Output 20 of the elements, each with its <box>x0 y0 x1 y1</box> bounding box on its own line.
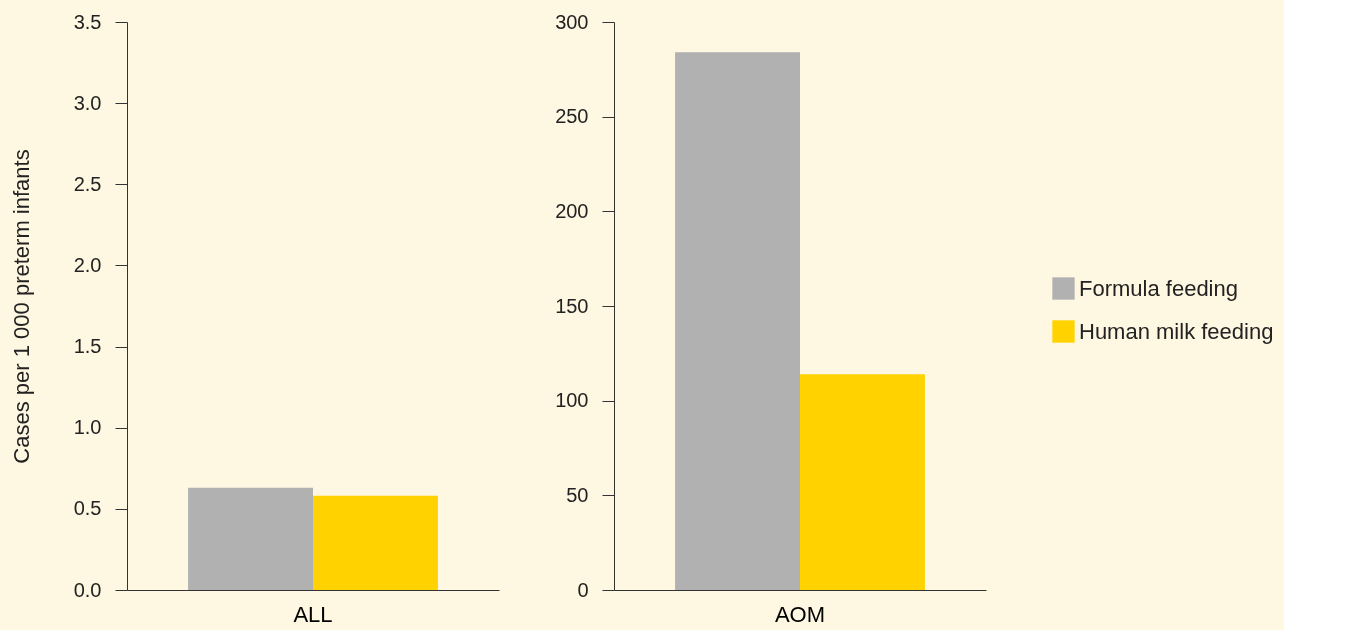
y-axis-title: Cases per 1 000 preterm infants <box>8 149 34 464</box>
x-tick-label: AOM <box>774 601 826 627</box>
legend-label: Formula feeding <box>1079 275 1238 301</box>
x-tick-label: ALL <box>293 601 333 627</box>
y-tick-label: 200 <box>555 199 589 222</box>
y-tick-label: 2.5 <box>73 172 102 195</box>
y-tick-label: 3.5 <box>73 10 102 33</box>
y-tick-label: 2.0 <box>73 253 102 276</box>
y-tick-label: 0.5 <box>73 497 102 520</box>
y-tick-label: 50 <box>566 483 589 506</box>
y-tick-label: 1.0 <box>73 416 102 439</box>
y-tick-label: 0.0 <box>73 578 102 601</box>
y-tick-label: 250 <box>555 105 589 128</box>
y-tick-label: 0 <box>577 578 589 601</box>
y-tick-label: 3.0 <box>73 91 102 114</box>
y-tick-label: 100 <box>555 389 589 412</box>
y-tick-label: 300 <box>555 10 589 33</box>
y-tick-label: 150 <box>555 294 589 317</box>
y-tick-label: 1.5 <box>73 335 102 358</box>
legend-label: Human milk feeding <box>1079 318 1274 344</box>
